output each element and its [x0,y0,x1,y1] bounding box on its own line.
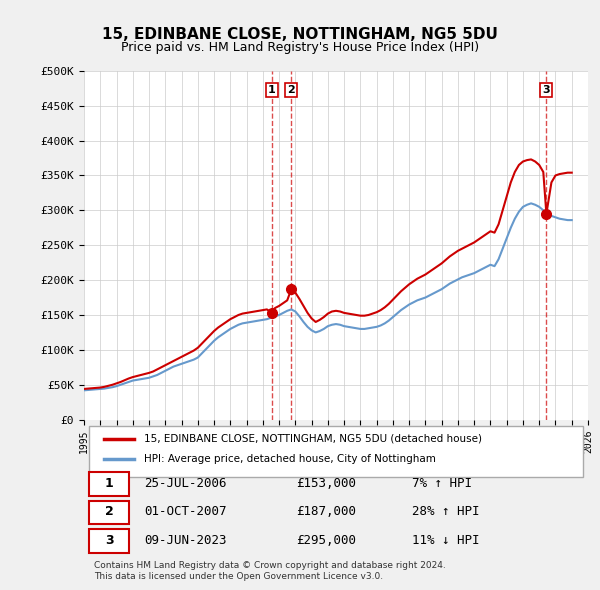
Text: 01-OCT-2007: 01-OCT-2007 [145,505,227,518]
Text: Contains HM Land Registry data © Crown copyright and database right 2024.: Contains HM Land Registry data © Crown c… [94,561,446,570]
Text: 2: 2 [287,85,295,95]
Text: HPI: Average price, detached house, City of Nottingham: HPI: Average price, detached house, City… [145,454,436,464]
Text: 7% ↑ HPI: 7% ↑ HPI [412,477,472,490]
FancyBboxPatch shape [89,500,130,525]
FancyBboxPatch shape [89,472,130,496]
Text: 09-JUN-2023: 09-JUN-2023 [145,533,227,547]
Text: 3: 3 [542,85,550,95]
Text: 15, EDINBANE CLOSE, NOTTINGHAM, NG5 5DU: 15, EDINBANE CLOSE, NOTTINGHAM, NG5 5DU [102,27,498,41]
Text: 2: 2 [105,505,113,518]
FancyBboxPatch shape [89,426,583,477]
Text: 1: 1 [105,477,113,490]
Text: This data is licensed under the Open Government Licence v3.0.: This data is licensed under the Open Gov… [94,572,383,581]
Text: 25-JUL-2006: 25-JUL-2006 [145,477,227,490]
FancyBboxPatch shape [89,529,130,553]
Text: 11% ↓ HPI: 11% ↓ HPI [412,533,479,547]
Text: 15, EDINBANE CLOSE, NOTTINGHAM, NG5 5DU (detached house): 15, EDINBANE CLOSE, NOTTINGHAM, NG5 5DU … [145,434,482,444]
Text: 28% ↑ HPI: 28% ↑ HPI [412,505,479,518]
Text: 3: 3 [105,533,113,547]
Text: £187,000: £187,000 [296,505,356,518]
Text: Price paid vs. HM Land Registry's House Price Index (HPI): Price paid vs. HM Land Registry's House … [121,41,479,54]
Text: £295,000: £295,000 [296,533,356,547]
Text: £153,000: £153,000 [296,477,356,490]
Text: 1: 1 [268,85,276,95]
